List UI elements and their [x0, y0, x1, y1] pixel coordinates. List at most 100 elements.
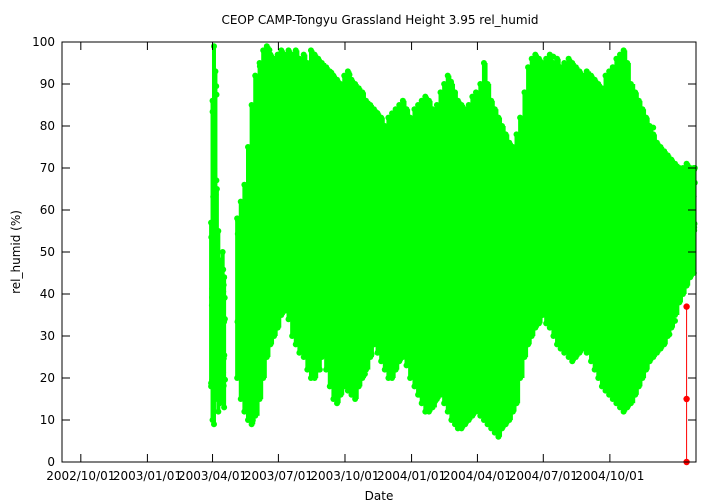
green-series-band [555, 58, 561, 345]
chart-title: CEOP CAMP-Tongyu Grassland Height 3.95 r… [221, 13, 538, 27]
green-series-point [646, 123, 653, 129]
green-series-band [658, 147, 665, 349]
green-series-point [499, 425, 506, 432]
green-series-point [222, 376, 228, 383]
green-series-band [445, 75, 452, 412]
green-series-point [495, 114, 502, 121]
green-series-point [624, 404, 631, 411]
green-series-point [646, 358, 653, 365]
green-series-point [448, 417, 455, 423]
green-series-point [525, 64, 532, 71]
green-series-band [526, 67, 532, 345]
green-series-point [488, 97, 495, 104]
green-series-point [422, 93, 429, 100]
green-series-band [618, 54, 624, 408]
green-series-point [263, 354, 270, 360]
green-series-point [300, 354, 307, 360]
green-series-band [331, 75, 338, 399]
green-series-band [249, 105, 256, 425]
green-series-point [583, 68, 590, 75]
green-series-point [557, 294, 564, 301]
green-series-point [245, 417, 252, 423]
green-series-point [639, 106, 646, 113]
green-series-band [238, 201, 245, 399]
green-series-point [403, 106, 410, 113]
green-series-point [679, 165, 686, 171]
green-series-point [572, 354, 579, 360]
green-series-point [602, 72, 609, 79]
green-series-point [672, 317, 678, 324]
green-series-point [296, 349, 303, 356]
green-series-point [326, 212, 333, 219]
green-series-point [220, 266, 227, 273]
green-series-point [267, 51, 274, 58]
green-series-point [323, 64, 330, 71]
green-series-point [472, 89, 479, 96]
green-series-point [469, 93, 476, 100]
data-layer [208, 43, 698, 466]
green-series-point [477, 224, 484, 230]
green-series-band [547, 54, 554, 328]
green-series-point [591, 76, 598, 83]
green-series-point [543, 55, 550, 62]
green-series-band [665, 155, 672, 336]
green-series-point [517, 114, 524, 121]
green-series-band [382, 126, 389, 370]
green-series-point [385, 114, 392, 121]
green-series-point [315, 366, 322, 373]
green-series-point [252, 372, 259, 379]
green-series-point [252, 205, 259, 212]
green-series-point [609, 64, 616, 71]
green-series-point [370, 341, 377, 348]
green-series-point [639, 375, 646, 381]
green-series-band [345, 71, 352, 391]
green-series-point [620, 408, 627, 415]
green-series-band [404, 109, 411, 366]
green-series-point [415, 391, 422, 398]
green-series-point [330, 396, 337, 402]
green-series-band [342, 75, 348, 387]
green-series-point [454, 97, 461, 104]
red-series-point [683, 395, 690, 403]
green-series-band [492, 109, 499, 433]
green-series-point [267, 99, 274, 106]
green-series-point [499, 123, 506, 129]
green-series-point [484, 81, 491, 87]
green-series-point [557, 345, 564, 352]
green-series-band [607, 71, 613, 395]
green-series-point [495, 433, 502, 440]
green-series-point [433, 396, 440, 402]
green-series-point [528, 147, 535, 153]
green-series-band [363, 100, 371, 370]
green-series-point [569, 60, 576, 66]
green-series-band [308, 50, 315, 379]
green-series-point [535, 55, 542, 62]
green-series-point [337, 81, 344, 87]
green-series-point [418, 97, 425, 104]
x-tick-label: 2004/07/01 [509, 469, 578, 483]
green-series-point [679, 291, 686, 297]
green-series-point [653, 349, 660, 356]
green-series-point [517, 375, 524, 381]
green-series-point [213, 177, 220, 184]
green-series-point [370, 106, 377, 113]
green-series-point [591, 366, 598, 373]
green-series-point [396, 102, 403, 108]
y-tick-label: 60 [40, 203, 55, 217]
green-series-point [576, 349, 583, 356]
green-series-point [318, 60, 325, 66]
green-series-point [462, 106, 469, 113]
green-series-point [664, 333, 671, 339]
green-series-point [477, 412, 484, 419]
green-series-point [661, 341, 668, 348]
green-series-point [613, 55, 620, 62]
green-series-point [334, 400, 341, 407]
green-series-band [353, 84, 359, 399]
green-series-band [324, 67, 330, 370]
green-series-band [562, 63, 569, 353]
green-series-point [532, 324, 539, 331]
green-series-point [315, 55, 322, 62]
green-series-point [311, 375, 318, 381]
x-tick-label: 2003/04/01 [178, 469, 247, 483]
green-series-point [252, 412, 259, 419]
